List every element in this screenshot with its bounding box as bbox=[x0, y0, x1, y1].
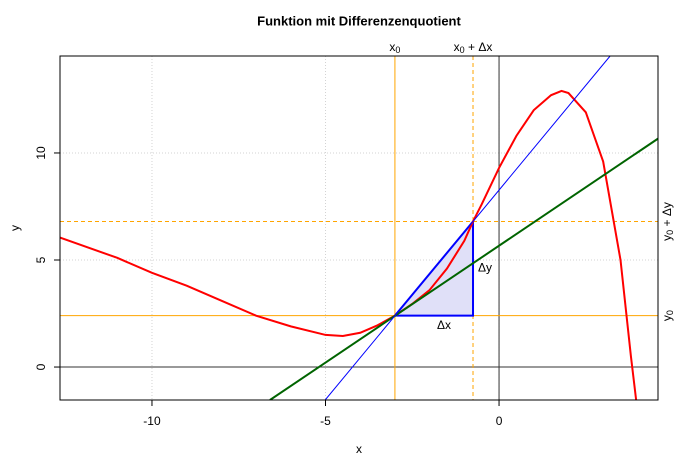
chart-title: Funktion mit Differenzenquotient bbox=[257, 13, 461, 28]
marker-label-main: y bbox=[660, 235, 674, 241]
x-tick-label: 0 bbox=[496, 414, 503, 428]
marker-label-main: x bbox=[454, 40, 460, 54]
marker-label: x0 + Δx bbox=[454, 40, 493, 55]
y-axis-label: y bbox=[8, 225, 22, 231]
marker-label-suffix: + Δx bbox=[465, 40, 493, 54]
x-tick-label: -10 bbox=[143, 414, 161, 428]
y-tick-label: 0 bbox=[34, 363, 48, 370]
marker-label-main: x bbox=[389, 40, 395, 54]
plot-frame bbox=[59, 55, 659, 401]
y-tick-label: 10 bbox=[34, 146, 48, 160]
marker-label-sub: 0 bbox=[395, 45, 400, 55]
marker-label: y0 + Δy bbox=[660, 202, 675, 241]
marker-label-main: y bbox=[660, 315, 674, 321]
x-tick-label: -5 bbox=[320, 414, 331, 428]
y-tick-label: 5 bbox=[34, 256, 48, 263]
marker-label-suffix: + Δy bbox=[660, 202, 674, 230]
delta-y-label: Δy bbox=[478, 261, 492, 275]
marker-label: y0 bbox=[660, 310, 675, 321]
series-line bbox=[60, 89, 638, 400]
marker-label-sub: 0 bbox=[460, 45, 465, 55]
delta-x-label: Δx bbox=[437, 318, 451, 332]
marker-label-sub: 0 bbox=[665, 310, 675, 315]
x-axis-label: x bbox=[356, 442, 362, 456]
plot-area bbox=[60, 56, 658, 400]
marker-label: x0 bbox=[389, 40, 400, 55]
series-line bbox=[269, 137, 658, 400]
marker-label-sub: 0 bbox=[665, 230, 675, 235]
series-line bbox=[324, 56, 611, 400]
